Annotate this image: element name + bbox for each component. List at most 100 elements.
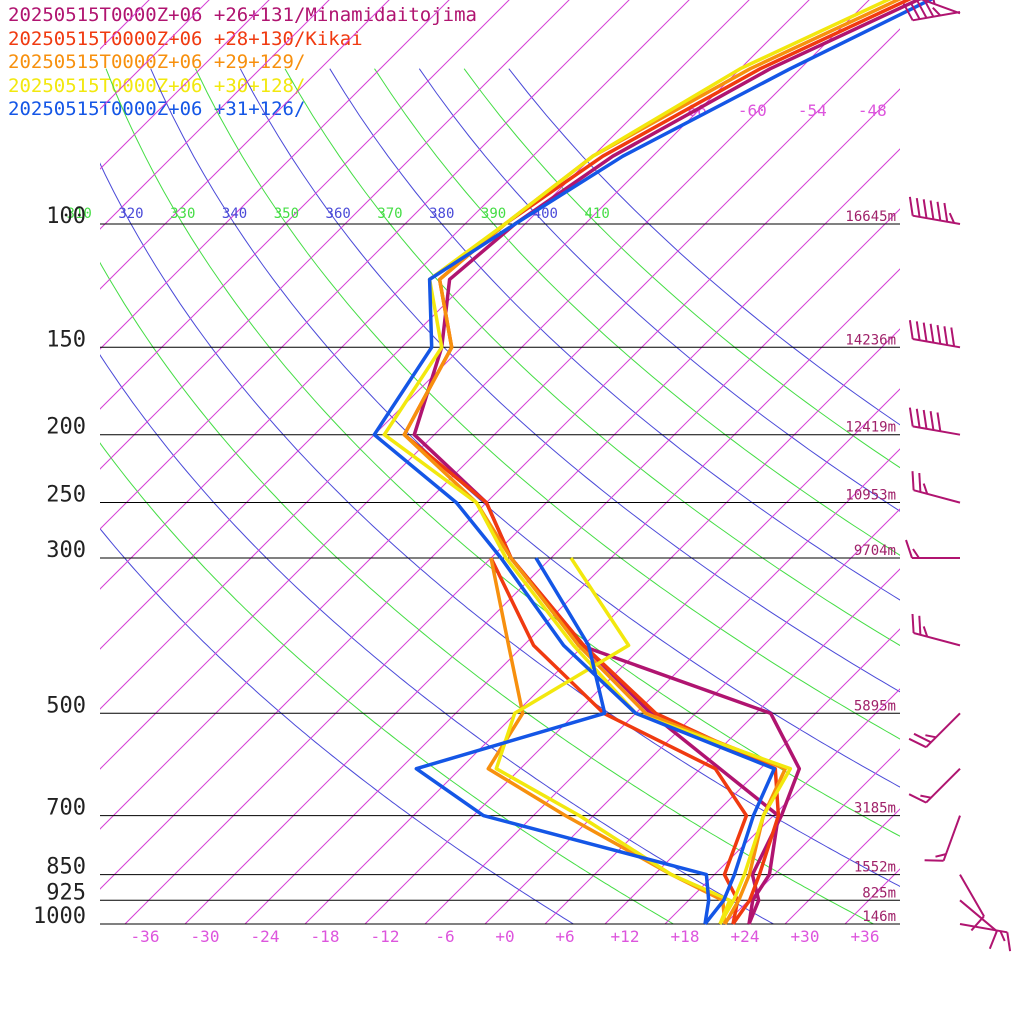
- theta-label: 350: [274, 206, 299, 222]
- isotherm: [100, 0, 270, 170]
- temperature-tick: -24: [251, 927, 280, 946]
- height-label: 146m: [862, 909, 896, 925]
- theta-label: 370: [377, 206, 402, 222]
- isotherm: [100, 0, 570, 470]
- isotherm-label: -48: [858, 101, 887, 120]
- theta-labels: 310 320 330 340 350 360 370 380 390 400 410: [67, 206, 610, 222]
- isotherm: [784, 808, 900, 924]
- height-label: 3185m: [854, 801, 896, 817]
- dry-adiabat: [100, 442, 675, 924]
- isotherm: [304, 328, 900, 924]
- dewpoint-profile: [486, 557, 727, 925]
- wind-barb: [908, 712, 961, 749]
- isotherm: [184, 208, 900, 924]
- temperature-tick: +12: [611, 927, 640, 946]
- theta-label: 410: [585, 206, 610, 222]
- height-labels: 16645m 14236m 12419m 10953m 9704m 5895m 3185m 1…: [845, 209, 896, 925]
- height-label: 10953m: [845, 488, 896, 504]
- isotherm: [100, 0, 750, 650]
- isotherm: [905, 0, 1024, 924]
- height-label: 5895m: [854, 698, 896, 714]
- wind-barb: [920, 0, 961, 15]
- dry-adiabat: [100, 527, 575, 924]
- pressure-label: 250: [46, 483, 86, 508]
- temperature-profile: [402, 0, 902, 925]
- temperature-tick: +30: [791, 927, 820, 946]
- wind-barb: [908, 320, 961, 349]
- theta-label: 320: [118, 206, 143, 222]
- dry-adiabat: [100, 162, 900, 887]
- pressure-label: 150: [46, 327, 86, 352]
- isotherm: [100, 0, 510, 410]
- temperature-tick: -12: [371, 927, 400, 946]
- isotherm: [0, 0, 231, 924]
- height-label: 14236m: [845, 332, 896, 348]
- isotherm: [100, 0, 870, 770]
- dry-adiabat: [105, 68, 900, 837]
- temperature-profile: [412, 0, 922, 925]
- sounding-profiles: [372, 0, 934, 926]
- theta-label: 390: [481, 206, 506, 222]
- height-label: 12419m: [845, 420, 896, 436]
- dry-adiabat: [329, 68, 900, 601]
- temperature-profile: [382, 0, 892, 925]
- wind-barb: [905, 539, 960, 559]
- isotherm: [100, 0, 150, 50]
- theta-label: 330: [170, 206, 195, 222]
- isotherm: [664, 688, 900, 924]
- wind-barb: [911, 471, 961, 504]
- dry-adiabat: [418, 68, 900, 512]
- wind-barb: [908, 767, 961, 804]
- isotherm: [965, 0, 1024, 924]
- theta-label: 310: [67, 206, 92, 222]
- isotherm: [844, 868, 900, 924]
- isotherm: [424, 448, 900, 924]
- wind-barb: [959, 923, 1012, 952]
- isotherm: [484, 508, 900, 924]
- dry-adiabat: [239, 68, 900, 693]
- wind-barb: [924, 815, 961, 862]
- dewpoint-profile: [494, 557, 732, 925]
- pressure-label: 100: [46, 204, 86, 229]
- pressure-label: 850: [46, 855, 86, 880]
- legend: 20250515T0000Z+06 +26+131/Minamidaitojim…: [8, 4, 477, 122]
- dewpoint-profile: [414, 557, 711, 925]
- isotherm: [124, 148, 900, 924]
- temperature-profile: [372, 0, 934, 926]
- theta-label: 360: [326, 206, 351, 222]
- dry-adiabat: [195, 68, 900, 740]
- isotherm: [724, 748, 900, 924]
- theta-label: 380: [429, 206, 454, 222]
- temperature-axis-labels: -36 -30 -24 -18 -12 -6 +0 +6 +12 +18 +24 +30 +36: [131, 927, 880, 946]
- dry-adiabat: [374, 68, 900, 556]
- temperature-tick: -36: [131, 927, 160, 946]
- isotherms: [0, 0, 1024, 924]
- height-label: 1552m: [854, 860, 896, 876]
- isotherm: [100, 0, 450, 350]
- wind-barb: [908, 407, 961, 436]
- height-label: 16645m: [845, 209, 896, 225]
- isotherm: [100, 0, 390, 290]
- isotherm: [244, 268, 900, 924]
- wind-barb: [959, 899, 998, 950]
- temperature-tick: +6: [555, 927, 574, 946]
- isotherm: [100, 0, 330, 230]
- isotherm: [100, 0, 810, 710]
- isotherm: [544, 568, 900, 924]
- dry-adiabat: [100, 261, 875, 924]
- pressure-label: 300: [46, 538, 86, 563]
- isotherm: [100, 88, 900, 890]
- temperature-tick: +18: [671, 927, 700, 946]
- wind-barbs: [902, 0, 1012, 952]
- pressure-label: 200: [46, 415, 86, 440]
- legend-entry-minamidaitojima: 20250515T0000Z+06 +26+131/Minamidaitojim…: [8, 4, 477, 26]
- legend-entry-29-129: 20250515T0000Z+06 +29+129/: [8, 51, 306, 73]
- pressure-label: 700: [46, 796, 86, 821]
- isotherm: [100, 0, 690, 590]
- isotherm-label: -54: [798, 101, 827, 120]
- pressure-label: 1000: [33, 904, 86, 929]
- temperature-tick: -30: [191, 927, 220, 946]
- height-label: 9704m: [854, 543, 896, 559]
